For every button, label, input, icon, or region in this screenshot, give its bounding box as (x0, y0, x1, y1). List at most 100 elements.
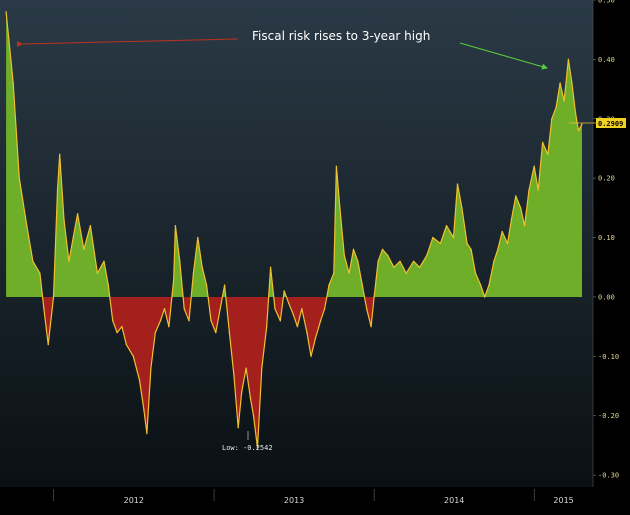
data-point (563, 100, 565, 102)
data-point (296, 325, 299, 328)
data-point (252, 415, 255, 417)
y-tick-label: 0.00 (598, 293, 615, 301)
data-point (510, 219, 513, 221)
data-point (266, 325, 268, 328)
data-point (581, 123, 583, 125)
data-point (89, 225, 92, 227)
data-point (68, 260, 70, 262)
data-point (310, 355, 312, 357)
data-point (432, 236, 434, 239)
data-point (287, 302, 290, 304)
data-point (96, 272, 99, 274)
data-point (261, 367, 263, 369)
low-label: Low: -0.2542 (222, 444, 273, 452)
data-point (461, 207, 463, 209)
data-point (366, 308, 368, 310)
data-point (474, 272, 477, 274)
data-point (59, 153, 61, 156)
data-point (43, 308, 45, 310)
data-point (323, 308, 326, 310)
data-point (279, 320, 281, 322)
data-point (412, 260, 415, 262)
data-point (547, 153, 549, 156)
data-point (76, 213, 79, 215)
data-point (183, 308, 185, 310)
data-point (269, 266, 272, 268)
positive-area (171, 225, 184, 297)
data-point (523, 225, 526, 227)
data-point (228, 331, 231, 334)
data-point (63, 219, 65, 221)
negative-area (208, 297, 223, 333)
data-point (159, 320, 162, 322)
data-point (456, 183, 459, 185)
data-point (215, 331, 217, 334)
last-value-text: 0.2909 (598, 120, 623, 128)
data-point (103, 260, 105, 262)
data-point (574, 112, 577, 114)
data-point (488, 284, 490, 286)
x-tick-label: 2013 (284, 496, 304, 505)
data-point (419, 266, 421, 268)
data-point (283, 290, 285, 292)
data-point (515, 195, 517, 197)
y-tick-label: 0.20 (598, 175, 615, 183)
positive-area (326, 166, 365, 297)
data-point (12, 82, 14, 84)
negative-area (109, 297, 172, 434)
data-point (188, 320, 190, 322)
data-point (143, 409, 145, 411)
data-point (292, 314, 295, 316)
data-point (205, 284, 208, 286)
positive-area (6, 11, 43, 298)
data-point (493, 260, 495, 262)
data-point (537, 189, 539, 191)
data-point (163, 308, 166, 310)
data-point (567, 58, 570, 61)
data-point (237, 426, 239, 429)
data-point (445, 225, 448, 227)
data-point (26, 225, 28, 227)
last-value-badge-box (596, 118, 626, 128)
data-point (352, 248, 355, 251)
low-annotation: Low: -0.2542 (222, 431, 273, 452)
data-point (506, 242, 509, 245)
data-point (381, 248, 384, 251)
headline-arrow-right (459, 42, 548, 70)
data-point (452, 236, 455, 239)
data-point (501, 230, 503, 233)
data-point (314, 337, 317, 340)
data-point (519, 207, 522, 209)
headline-text: Fiscal risk rises to 3-year high (252, 29, 430, 43)
data-point (32, 260, 34, 262)
positive-area (191, 237, 208, 297)
data-point (201, 266, 203, 268)
data-point (47, 343, 49, 346)
x-tick-label: 2012 (124, 496, 144, 505)
plot-background (0, 0, 593, 487)
data-point (154, 331, 156, 334)
data-point (245, 367, 247, 369)
data-point (370, 325, 372, 328)
headline-annotation: Fiscal risk rises to 3-year high (16, 29, 548, 70)
data-point (132, 355, 134, 357)
data-point (52, 296, 55, 298)
data-point (146, 432, 148, 435)
data-point (301, 308, 303, 310)
data-point (179, 260, 181, 262)
data-point (426, 254, 428, 257)
data-point (210, 320, 212, 322)
data-point (405, 272, 407, 274)
data-point (174, 225, 177, 227)
data-point (241, 391, 243, 393)
data-point (399, 260, 401, 262)
x-axis: 2012 2013 2014 2015 (53, 489, 574, 505)
data-point (150, 367, 152, 369)
data-point (219, 308, 221, 310)
data-point (249, 397, 252, 399)
negative-area (42, 297, 54, 345)
data-point (541, 141, 544, 144)
axis-strip-background (593, 0, 630, 487)
data-point (39, 272, 41, 274)
